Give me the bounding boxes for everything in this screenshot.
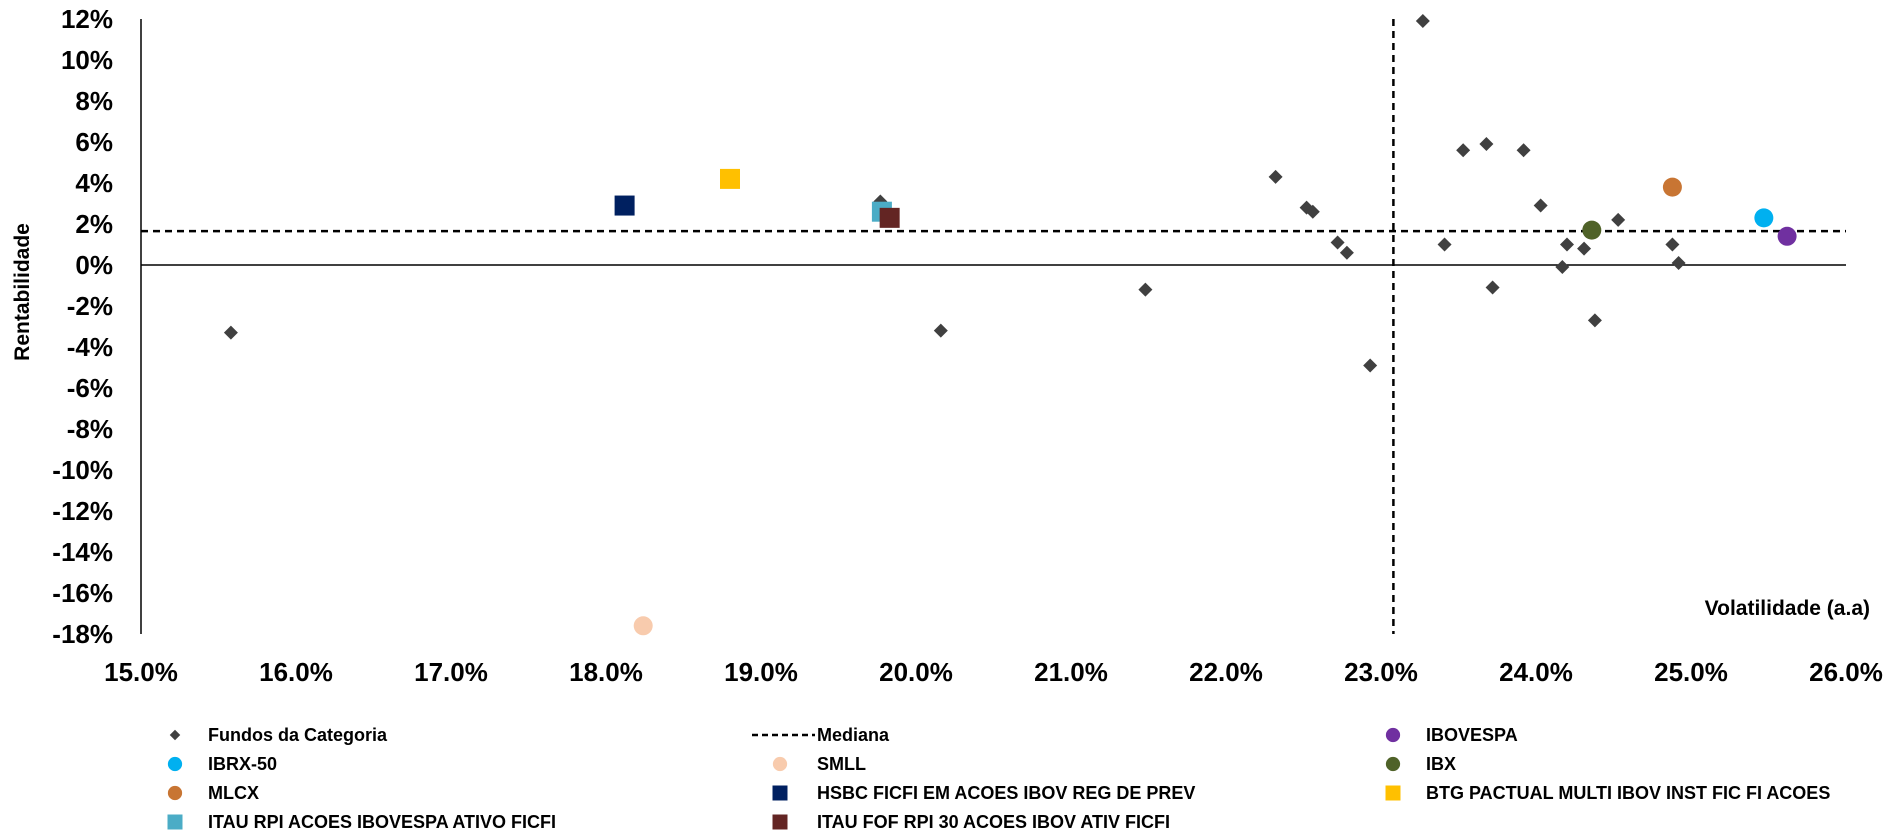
legend-label: ITAU RPI ACOES IBOVESPA ATIVO FICFI [208,812,556,830]
legend-marker [169,729,181,741]
x-axis-title: Volatilidade (a.a) [1705,597,1870,620]
data-points [223,14,1797,636]
data-point [1138,282,1153,297]
y-tick-label: 8% [75,86,113,116]
data-point [1479,137,1494,152]
legend-label: SMLL [817,754,866,774]
x-tick-label: 26.0% [1809,657,1883,687]
legend-label: IBOVESPA [1426,725,1518,745]
data-point [1330,235,1345,250]
data-point [1662,177,1682,197]
legend-marker [1385,756,1401,772]
x-tick-label: 21.0% [1034,657,1108,687]
y-tick-label: -18% [52,619,113,649]
y-tick-label: 0% [75,250,113,280]
y-tick-label: 10% [61,45,113,75]
legend-marker [1385,727,1401,743]
data-point [1577,241,1592,256]
x-tick-label: 19.0% [724,657,798,687]
data-point [1671,255,1686,270]
legend-label: BTG PACTUAL MULTI IBOV INST FIC FI ACOES [1426,783,1830,803]
y-axis-title: Rentabilidade [11,223,34,361]
data-point [1485,280,1500,295]
legend-label: HSBC FICFI EM ACOES IBOV REG DE PREV [817,783,1195,803]
x-tick-label: 18.0% [569,657,643,687]
axes [140,19,1846,634]
y-tick-label: 12% [61,4,113,34]
data-point [1268,169,1283,184]
y-tick-label: -16% [52,578,113,608]
y-tick-label: -8% [67,414,113,444]
legend-marker [772,814,788,830]
data-point [223,325,238,340]
data-point [933,323,948,338]
y-tick-label: -6% [67,373,113,403]
y-tick-label: -2% [67,291,113,321]
data-point [1777,226,1797,246]
x-tick-label: 22.0% [1189,657,1263,687]
data-point [720,168,740,189]
y-tick-label: 2% [75,209,113,239]
y-tick-label: -4% [67,332,113,362]
data-point [633,616,653,636]
data-point [1533,198,1548,213]
data-point [1516,143,1531,158]
data-point [1560,237,1574,252]
legend-label: MLCX [208,783,259,803]
data-point [1456,143,1471,158]
legend-label: ITAU FOF RPI 30 ACOES IBOV ATIV FICFI [817,812,1170,830]
data-point [1555,260,1570,275]
x-tick-label: 23.0% [1344,657,1418,687]
data-point [879,207,900,228]
data-point [1415,14,1430,29]
data-point [1437,237,1452,252]
data-point [1754,208,1774,228]
legend-label: IBX [1426,754,1456,774]
y-tick-label: 6% [75,127,113,157]
legend-label: Fundos da Categoria [208,725,388,745]
legend-marker [167,814,183,830]
legend-marker [772,785,788,801]
data-point [1611,212,1626,227]
y-tick-label: 4% [75,168,113,198]
data-point [1363,358,1378,373]
y-tick-label: -10% [52,455,113,485]
legend-marker [167,785,183,801]
x-tick-label: 25.0% [1654,657,1728,687]
legend-marker [1385,785,1401,801]
y-tick-label: -14% [52,537,113,567]
data-point [1665,237,1680,252]
y-tick-label: -12% [52,496,113,526]
legend-marker [167,756,183,772]
x-tick-label: 24.0% [1499,657,1573,687]
legend-marker [772,756,788,772]
tick-labels: 12% 10% 8% 6% 4% 2% 0% -2% -4% -6% -8% -10% -12% -14%… [52,4,1883,687]
data-point [1587,313,1602,328]
legend-label: Mediana [817,725,890,745]
x-tick-label: 16.0% [259,657,333,687]
data-point [1305,204,1320,219]
data-point [1582,220,1602,240]
data-point [1339,245,1354,260]
data-point [614,195,635,216]
legend: Fundos da Categoria Mediana IBOVESPA IBRX-5… [167,725,1830,830]
median-lines [141,19,1846,634]
x-tick-label: 15.0% [104,657,178,687]
legend-label: IBRX-50 [208,754,277,774]
x-tick-label: 17.0% [414,657,488,687]
x-tick-label: 20.0% [879,657,953,687]
